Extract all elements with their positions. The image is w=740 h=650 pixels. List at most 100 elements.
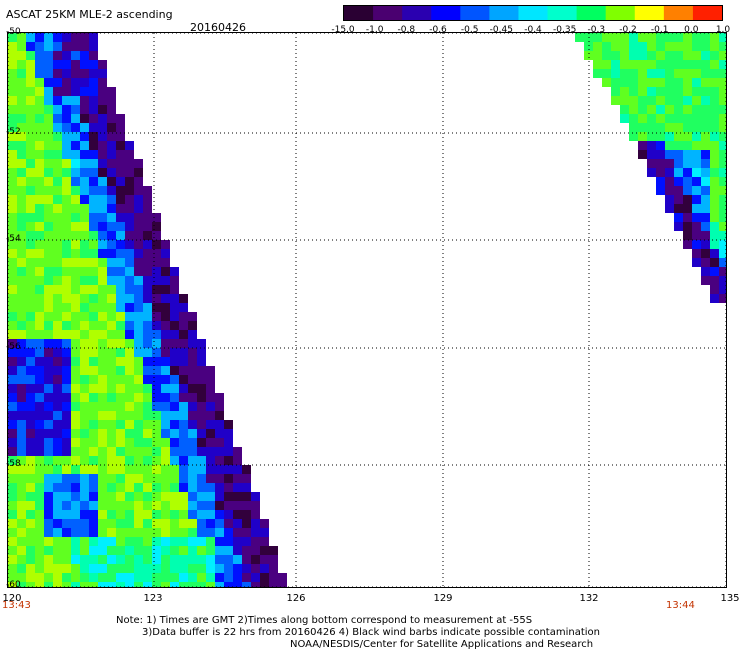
swath-cell bbox=[134, 285, 143, 294]
swath-cell bbox=[242, 528, 251, 537]
swath-cell bbox=[89, 546, 98, 555]
swath-cell bbox=[26, 366, 35, 375]
swath-cell bbox=[116, 285, 125, 294]
swath-cell bbox=[44, 267, 53, 276]
swath-cell bbox=[35, 429, 44, 438]
swath-cell bbox=[683, 186, 692, 195]
swath-cell bbox=[170, 384, 179, 393]
swath-cell bbox=[98, 537, 107, 546]
swath-cell bbox=[701, 249, 710, 258]
swath-cell bbox=[116, 411, 125, 420]
swath-cell bbox=[143, 465, 152, 474]
swath-cell bbox=[179, 402, 188, 411]
swath-cell bbox=[71, 276, 80, 285]
swath-cell bbox=[71, 285, 80, 294]
swath-cell bbox=[701, 78, 710, 87]
swath-cell bbox=[62, 294, 71, 303]
swath-cell bbox=[116, 357, 125, 366]
swath-cell bbox=[44, 69, 53, 78]
swath-cell bbox=[107, 267, 116, 276]
swath-cell bbox=[89, 87, 98, 96]
swath-cell bbox=[170, 447, 179, 456]
swath-cell bbox=[143, 555, 152, 564]
swath-cell bbox=[62, 60, 71, 69]
swath-cell bbox=[656, 69, 665, 78]
swath-cell bbox=[125, 258, 134, 267]
swath-cell bbox=[26, 123, 35, 132]
swath-cell bbox=[215, 519, 224, 528]
swath-cell bbox=[71, 375, 80, 384]
swath-cell bbox=[647, 69, 656, 78]
swath-cell bbox=[44, 204, 53, 213]
swath-cell bbox=[638, 78, 647, 87]
swath-cell bbox=[656, 105, 665, 114]
swath-cell bbox=[107, 348, 116, 357]
swath-cell bbox=[152, 267, 161, 276]
swath-cell bbox=[71, 510, 80, 519]
swath-cell bbox=[98, 69, 107, 78]
colorbar-label: -0.1 bbox=[650, 25, 669, 35]
swath-cell bbox=[125, 501, 134, 510]
swath-cell bbox=[683, 51, 692, 60]
swath-cell bbox=[35, 357, 44, 366]
swath-cell bbox=[8, 141, 17, 150]
swath-cell bbox=[674, 69, 683, 78]
swath-cell bbox=[701, 33, 710, 42]
swath-cell bbox=[638, 42, 647, 51]
swath-cell bbox=[134, 420, 143, 429]
swath-cell bbox=[98, 231, 107, 240]
swath-cell bbox=[8, 168, 17, 177]
swath-cell bbox=[701, 168, 710, 177]
swath-cell bbox=[134, 447, 143, 456]
swath-cell bbox=[701, 213, 710, 222]
swath-cell bbox=[89, 132, 98, 141]
swath-cell bbox=[17, 42, 26, 51]
swath-cell bbox=[17, 330, 26, 339]
swath-cell bbox=[71, 168, 80, 177]
swath-cell bbox=[107, 555, 116, 564]
swath-cell bbox=[35, 276, 44, 285]
swath-cell bbox=[719, 276, 726, 285]
swath-cell bbox=[116, 132, 125, 141]
swath-cell bbox=[188, 366, 197, 375]
swath-cell bbox=[161, 492, 170, 501]
swath-cell bbox=[224, 483, 233, 492]
swath-cell bbox=[89, 267, 98, 276]
swath-cell bbox=[53, 33, 62, 42]
swath-cell bbox=[170, 528, 179, 537]
swath-cell bbox=[44, 420, 53, 429]
swath-cell bbox=[161, 546, 170, 555]
swath-cell bbox=[710, 87, 719, 96]
swath-cell bbox=[26, 546, 35, 555]
swath-cell bbox=[143, 312, 152, 321]
swath-cell bbox=[44, 249, 53, 258]
swath-cell bbox=[98, 249, 107, 258]
swath-cell bbox=[116, 267, 125, 276]
swath-cell bbox=[260, 555, 269, 564]
swath-cell bbox=[8, 330, 17, 339]
swath-cell bbox=[674, 159, 683, 168]
swath-cell bbox=[197, 447, 206, 456]
swath-cell bbox=[35, 33, 44, 42]
swath-cell bbox=[53, 510, 62, 519]
swath-cell bbox=[17, 321, 26, 330]
swath-cell bbox=[71, 384, 80, 393]
swath-cell bbox=[17, 582, 26, 587]
swath-cell bbox=[17, 384, 26, 393]
swath-cell bbox=[125, 564, 134, 573]
swath-cell bbox=[116, 159, 125, 168]
swath-cell bbox=[188, 330, 197, 339]
swath-cell bbox=[116, 465, 125, 474]
swath-cell bbox=[107, 528, 116, 537]
colorbar-swatch bbox=[460, 6, 490, 20]
swath-cell bbox=[710, 195, 719, 204]
swath-cell bbox=[107, 141, 116, 150]
swath-cell bbox=[71, 456, 80, 465]
swath-cell bbox=[53, 555, 62, 564]
swath-cell bbox=[674, 222, 683, 231]
swath-cell bbox=[35, 393, 44, 402]
swath-cell bbox=[80, 159, 89, 168]
swath-cell bbox=[665, 105, 674, 114]
swath-cell bbox=[233, 483, 242, 492]
swath-cell bbox=[80, 141, 89, 150]
